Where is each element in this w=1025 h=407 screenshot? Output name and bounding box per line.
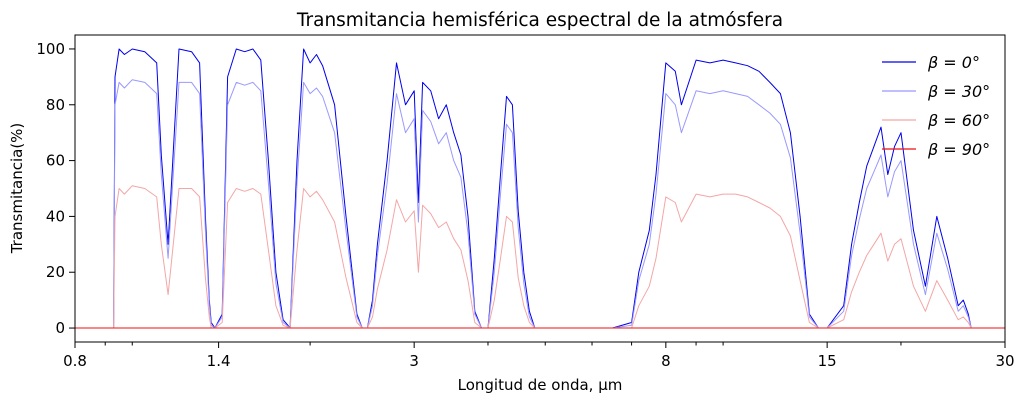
- plot-lines: [75, 48, 1005, 329]
- x-tick-label: 0.8: [63, 352, 87, 370]
- series-line-0: [75, 48, 1005, 329]
- legend-label-1: β = 30°: [927, 82, 990, 101]
- y-tick-label: 80: [46, 96, 65, 114]
- series-line-1: [75, 79, 1005, 329]
- y-tick-label: 40: [46, 207, 65, 225]
- legend-label-0: β = 0°: [927, 53, 980, 72]
- x-tick-label: 1.4: [207, 352, 231, 370]
- y-axis-label: Transmitancia(%): [8, 123, 26, 255]
- series-line-2: [75, 185, 1005, 329]
- x-tick-label: 30: [995, 352, 1014, 370]
- y-axis-ticks: 0 20 40 60 80 100: [36, 40, 75, 337]
- y-tick-label: 20: [46, 263, 65, 281]
- plot-frame: [74, 34, 1006, 343]
- x-tick-label: 8: [661, 352, 671, 370]
- y-tick-label: 100: [36, 40, 65, 58]
- x-tick-label: 3: [409, 352, 419, 370]
- chart-title: Transmitancia hemisférica espectral de l…: [296, 10, 783, 31]
- x-tick-label: 15: [818, 352, 837, 370]
- y-tick-label: 60: [46, 152, 65, 170]
- x-axis-ticks: 0.8 1.4 3 8 15 30: [63, 342, 1015, 370]
- legend: β = 0° β = 30° β = 60° β = 90°: [882, 53, 990, 159]
- x-axis-label: Longitud de onda, μm: [458, 376, 623, 394]
- legend-label-3: β = 90°: [927, 140, 990, 159]
- legend-label-2: β = 60°: [927, 111, 990, 130]
- y-tick-label: 0: [55, 319, 65, 337]
